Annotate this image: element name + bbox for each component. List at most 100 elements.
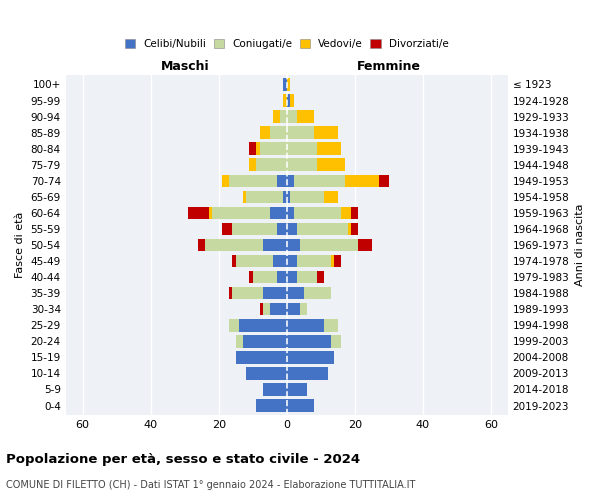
Bar xyxy=(287,174,293,187)
Bar xyxy=(314,126,338,139)
Bar xyxy=(287,190,290,203)
Bar xyxy=(341,206,352,219)
Bar xyxy=(270,126,287,139)
Bar xyxy=(290,190,324,203)
Y-axis label: Anni di nascita: Anni di nascita xyxy=(575,204,585,286)
Bar xyxy=(287,383,307,396)
Bar xyxy=(229,319,239,332)
Bar xyxy=(242,190,246,203)
Bar xyxy=(280,110,287,123)
Bar xyxy=(331,255,334,268)
Bar xyxy=(301,303,307,316)
Bar xyxy=(273,110,280,123)
Bar xyxy=(263,238,287,252)
Bar xyxy=(188,206,209,219)
Bar xyxy=(250,271,253,283)
Bar xyxy=(263,287,287,300)
Bar xyxy=(287,110,297,123)
Bar xyxy=(297,271,317,283)
Bar xyxy=(331,335,341,347)
Bar xyxy=(239,319,287,332)
Text: Maschi: Maschi xyxy=(160,60,209,73)
Bar xyxy=(293,174,344,187)
Text: Popolazione per età, sesso e stato civile - 2024: Popolazione per età, sesso e stato civil… xyxy=(6,452,360,466)
Bar xyxy=(260,142,287,155)
Bar xyxy=(287,303,301,316)
Bar xyxy=(358,238,372,252)
Bar xyxy=(379,174,389,187)
Bar xyxy=(199,238,205,252)
Bar xyxy=(297,255,331,268)
Bar xyxy=(232,287,263,300)
Bar xyxy=(352,206,358,219)
Bar xyxy=(242,335,287,347)
Bar xyxy=(250,158,256,171)
Bar xyxy=(301,238,358,252)
Bar xyxy=(277,271,287,283)
Bar xyxy=(287,319,324,332)
Bar xyxy=(263,383,287,396)
Bar xyxy=(287,255,297,268)
Bar xyxy=(209,206,212,219)
Bar xyxy=(229,174,277,187)
Bar xyxy=(287,94,290,107)
Bar xyxy=(317,142,341,155)
Bar xyxy=(287,142,317,155)
Bar xyxy=(283,94,287,107)
Bar xyxy=(287,126,314,139)
Bar xyxy=(256,142,260,155)
Bar xyxy=(246,367,287,380)
Text: Femmine: Femmine xyxy=(357,60,421,73)
Bar xyxy=(297,222,348,235)
Bar xyxy=(270,206,287,219)
Bar xyxy=(287,158,317,171)
Bar xyxy=(260,303,263,316)
Text: COMUNE DI FILETTO (CH) - Dati ISTAT 1° gennaio 2024 - Elaborazione TUTTITALIA.IT: COMUNE DI FILETTO (CH) - Dati ISTAT 1° g… xyxy=(6,480,415,490)
Bar xyxy=(287,271,297,283)
Bar xyxy=(287,399,314,412)
Bar xyxy=(222,174,229,187)
Bar xyxy=(277,222,287,235)
Bar xyxy=(287,367,328,380)
Bar xyxy=(287,351,334,364)
Bar xyxy=(260,126,270,139)
Bar xyxy=(212,206,270,219)
Y-axis label: Fasce di età: Fasce di età xyxy=(15,212,25,278)
Bar xyxy=(344,174,379,187)
Bar xyxy=(324,190,338,203)
Bar xyxy=(236,255,273,268)
Bar xyxy=(253,271,277,283)
Bar xyxy=(287,287,304,300)
Bar xyxy=(287,222,297,235)
Bar xyxy=(256,158,287,171)
Bar xyxy=(236,335,242,347)
Bar xyxy=(334,255,341,268)
Bar xyxy=(324,319,338,332)
Bar xyxy=(317,271,324,283)
Bar xyxy=(287,335,331,347)
Bar xyxy=(287,78,290,90)
Bar xyxy=(250,142,256,155)
Bar xyxy=(263,303,270,316)
Bar xyxy=(232,255,236,268)
Bar xyxy=(205,238,263,252)
Bar xyxy=(270,303,287,316)
Legend: Celibi/Nubili, Coniugati/e, Vedovi/e, Divorziati/e: Celibi/Nubili, Coniugati/e, Vedovi/e, Di… xyxy=(121,36,452,52)
Bar xyxy=(287,206,293,219)
Bar xyxy=(236,351,287,364)
Bar xyxy=(293,206,341,219)
Bar xyxy=(317,158,344,171)
Bar xyxy=(304,287,331,300)
Bar xyxy=(348,222,352,235)
Bar xyxy=(246,190,283,203)
Bar xyxy=(283,190,287,203)
Bar xyxy=(297,110,314,123)
Bar xyxy=(229,287,232,300)
Bar xyxy=(232,222,277,235)
Bar xyxy=(273,255,287,268)
Bar xyxy=(352,222,358,235)
Bar xyxy=(277,174,287,187)
Bar xyxy=(256,399,287,412)
Bar xyxy=(283,78,287,90)
Bar xyxy=(222,222,232,235)
